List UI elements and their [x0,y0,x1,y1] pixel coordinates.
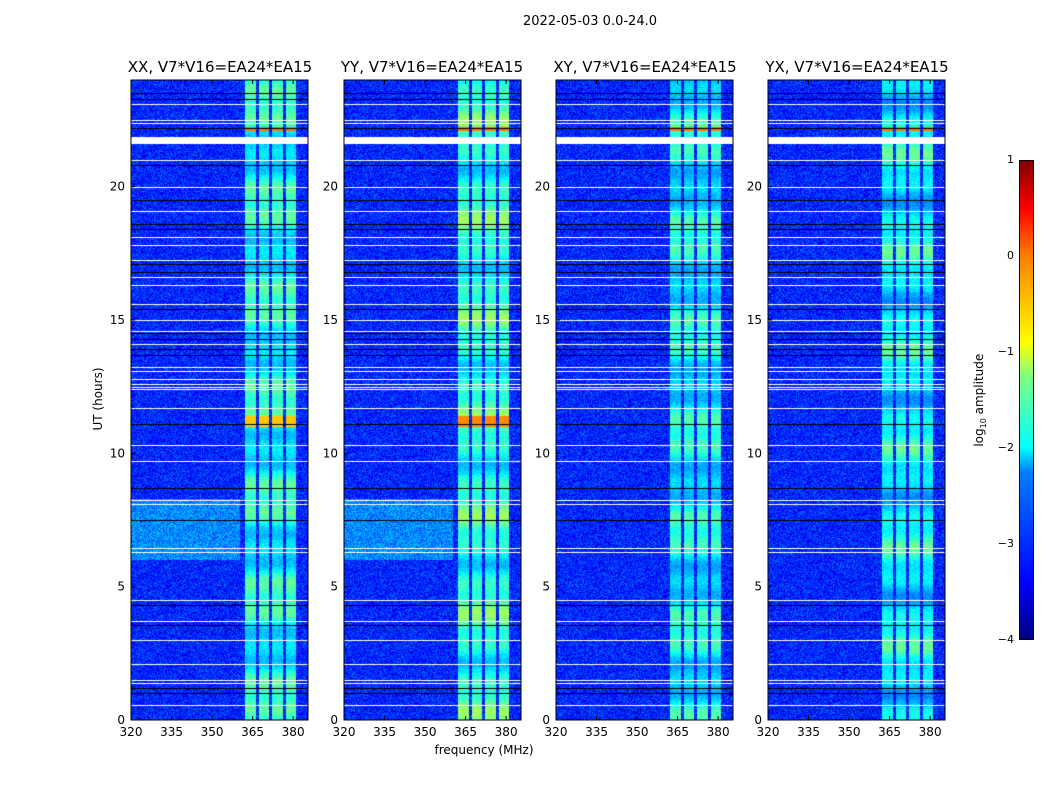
colorbar-tick-label: 1 [1007,153,1014,166]
x-tick-label: 350 [626,725,649,739]
y-tick-label: 0 [542,713,550,727]
y-tick-label: 0 [330,713,338,727]
y-tick-label: 0 [117,713,125,727]
y-tick-label: 20 [747,180,762,194]
colorbar-tick-label: −3 [997,537,1014,550]
y-tick-label: 5 [542,580,550,594]
axes: 320 335 350 365 380 0 5 10 15 20 [110,79,309,739]
y-tick-label: 20 [110,180,125,194]
colorbar-label: log10 amplitude [972,340,988,460]
colorbar-tick-label: 0 [1007,249,1014,262]
axes-frame [343,79,522,721]
y-axis-label: UT (hours) [91,367,105,431]
x-tick-label: 335 [585,725,608,739]
axes-frame [555,79,734,721]
colorbar-label-suffix: amplitude [971,353,986,419]
spectrogram-image [344,80,521,720]
x-tick-label: 365 [878,725,901,739]
spectrogram-image [131,80,308,720]
x-tick-label: 380 [495,725,518,739]
colorbar [1019,160,1034,640]
y-tick-label: 15 [110,313,125,327]
x-tick-label: 335 [373,725,396,739]
heatmap-panel-xx: 320 335 350 365 380 0 5 10 15 20 [110,79,309,739]
x-tick-label: 320 [333,725,356,739]
colorbar-tick-label: −4 [997,633,1014,646]
x-tick-label: 380 [707,725,730,739]
spectrogram-image [556,80,733,720]
y-tick-label: 15 [323,313,338,327]
x-tick-label: 365 [666,725,689,739]
y-tick-label: 15 [747,313,762,327]
figure-title: 2022-05-03 0.0-24.0 [523,14,657,29]
y-tick-label: 10 [747,446,762,460]
colorbar-label-sub: 10 [979,418,989,429]
axes-frame [767,79,946,721]
heatmap-panel-yy: 320 335 350 365 380 0 5 10 15 20 [323,79,522,739]
x-tick-label: 320 [757,725,780,739]
y-tick-label: 10 [110,446,125,460]
x-tick-label: 365 [241,725,264,739]
y-tick-label: 5 [117,580,125,594]
x-tick-label: 320 [120,725,143,739]
y-tick-label: 20 [323,180,338,194]
panel-title-yy: YY, V7*V16=EA24*EA15 [340,58,524,76]
y-tick-label: 5 [330,580,338,594]
heatmap-panel-xy: 320 335 350 365 380 0 5 10 15 20 [535,79,734,739]
panel-title-xx: XX, V7*V16=EA24*EA15 [127,58,313,76]
y-tick-label: 10 [323,446,338,460]
y-tick-label: 10 [535,446,550,460]
colorbar-tick-label: −1 [997,345,1014,358]
axes: 320 335 350 365 380 0 5 10 15 20 [323,79,522,739]
x-tick-label: 335 [160,725,183,739]
x-tick-label: 350 [838,725,861,739]
heatmap-panel-yx: 320 335 350 365 380 0 5 10 15 20 [747,79,946,739]
colorbar-label-prefix: log [971,428,986,447]
panel-title-yx: YX, V7*V16=EA24*EA15 [765,58,949,76]
x-tick-label: 380 [282,725,305,739]
x-tick-label: 365 [454,725,477,739]
y-tick-label: 5 [754,580,762,594]
x-tick-label: 335 [797,725,820,739]
y-tick-label: 20 [535,180,550,194]
panel-title-xy: XY, V7*V16=EA24*EA15 [553,58,737,76]
x-tick-label: 320 [545,725,568,739]
x-tick-label: 350 [414,725,437,739]
x-tick-label: 350 [201,725,224,739]
y-tick-label: 15 [535,313,550,327]
x-axis-label: frequency (MHz) [434,743,534,757]
spectrogram-image [768,80,945,720]
axes: 320 335 350 365 380 0 5 10 15 20 [535,79,734,739]
axes-frame [130,79,309,721]
axes: 320 335 350 365 380 0 5 10 15 20 [747,79,946,739]
y-tick-label: 0 [754,713,762,727]
x-tick-label: 380 [919,725,942,739]
colorbar-tick-label: −2 [997,441,1014,454]
